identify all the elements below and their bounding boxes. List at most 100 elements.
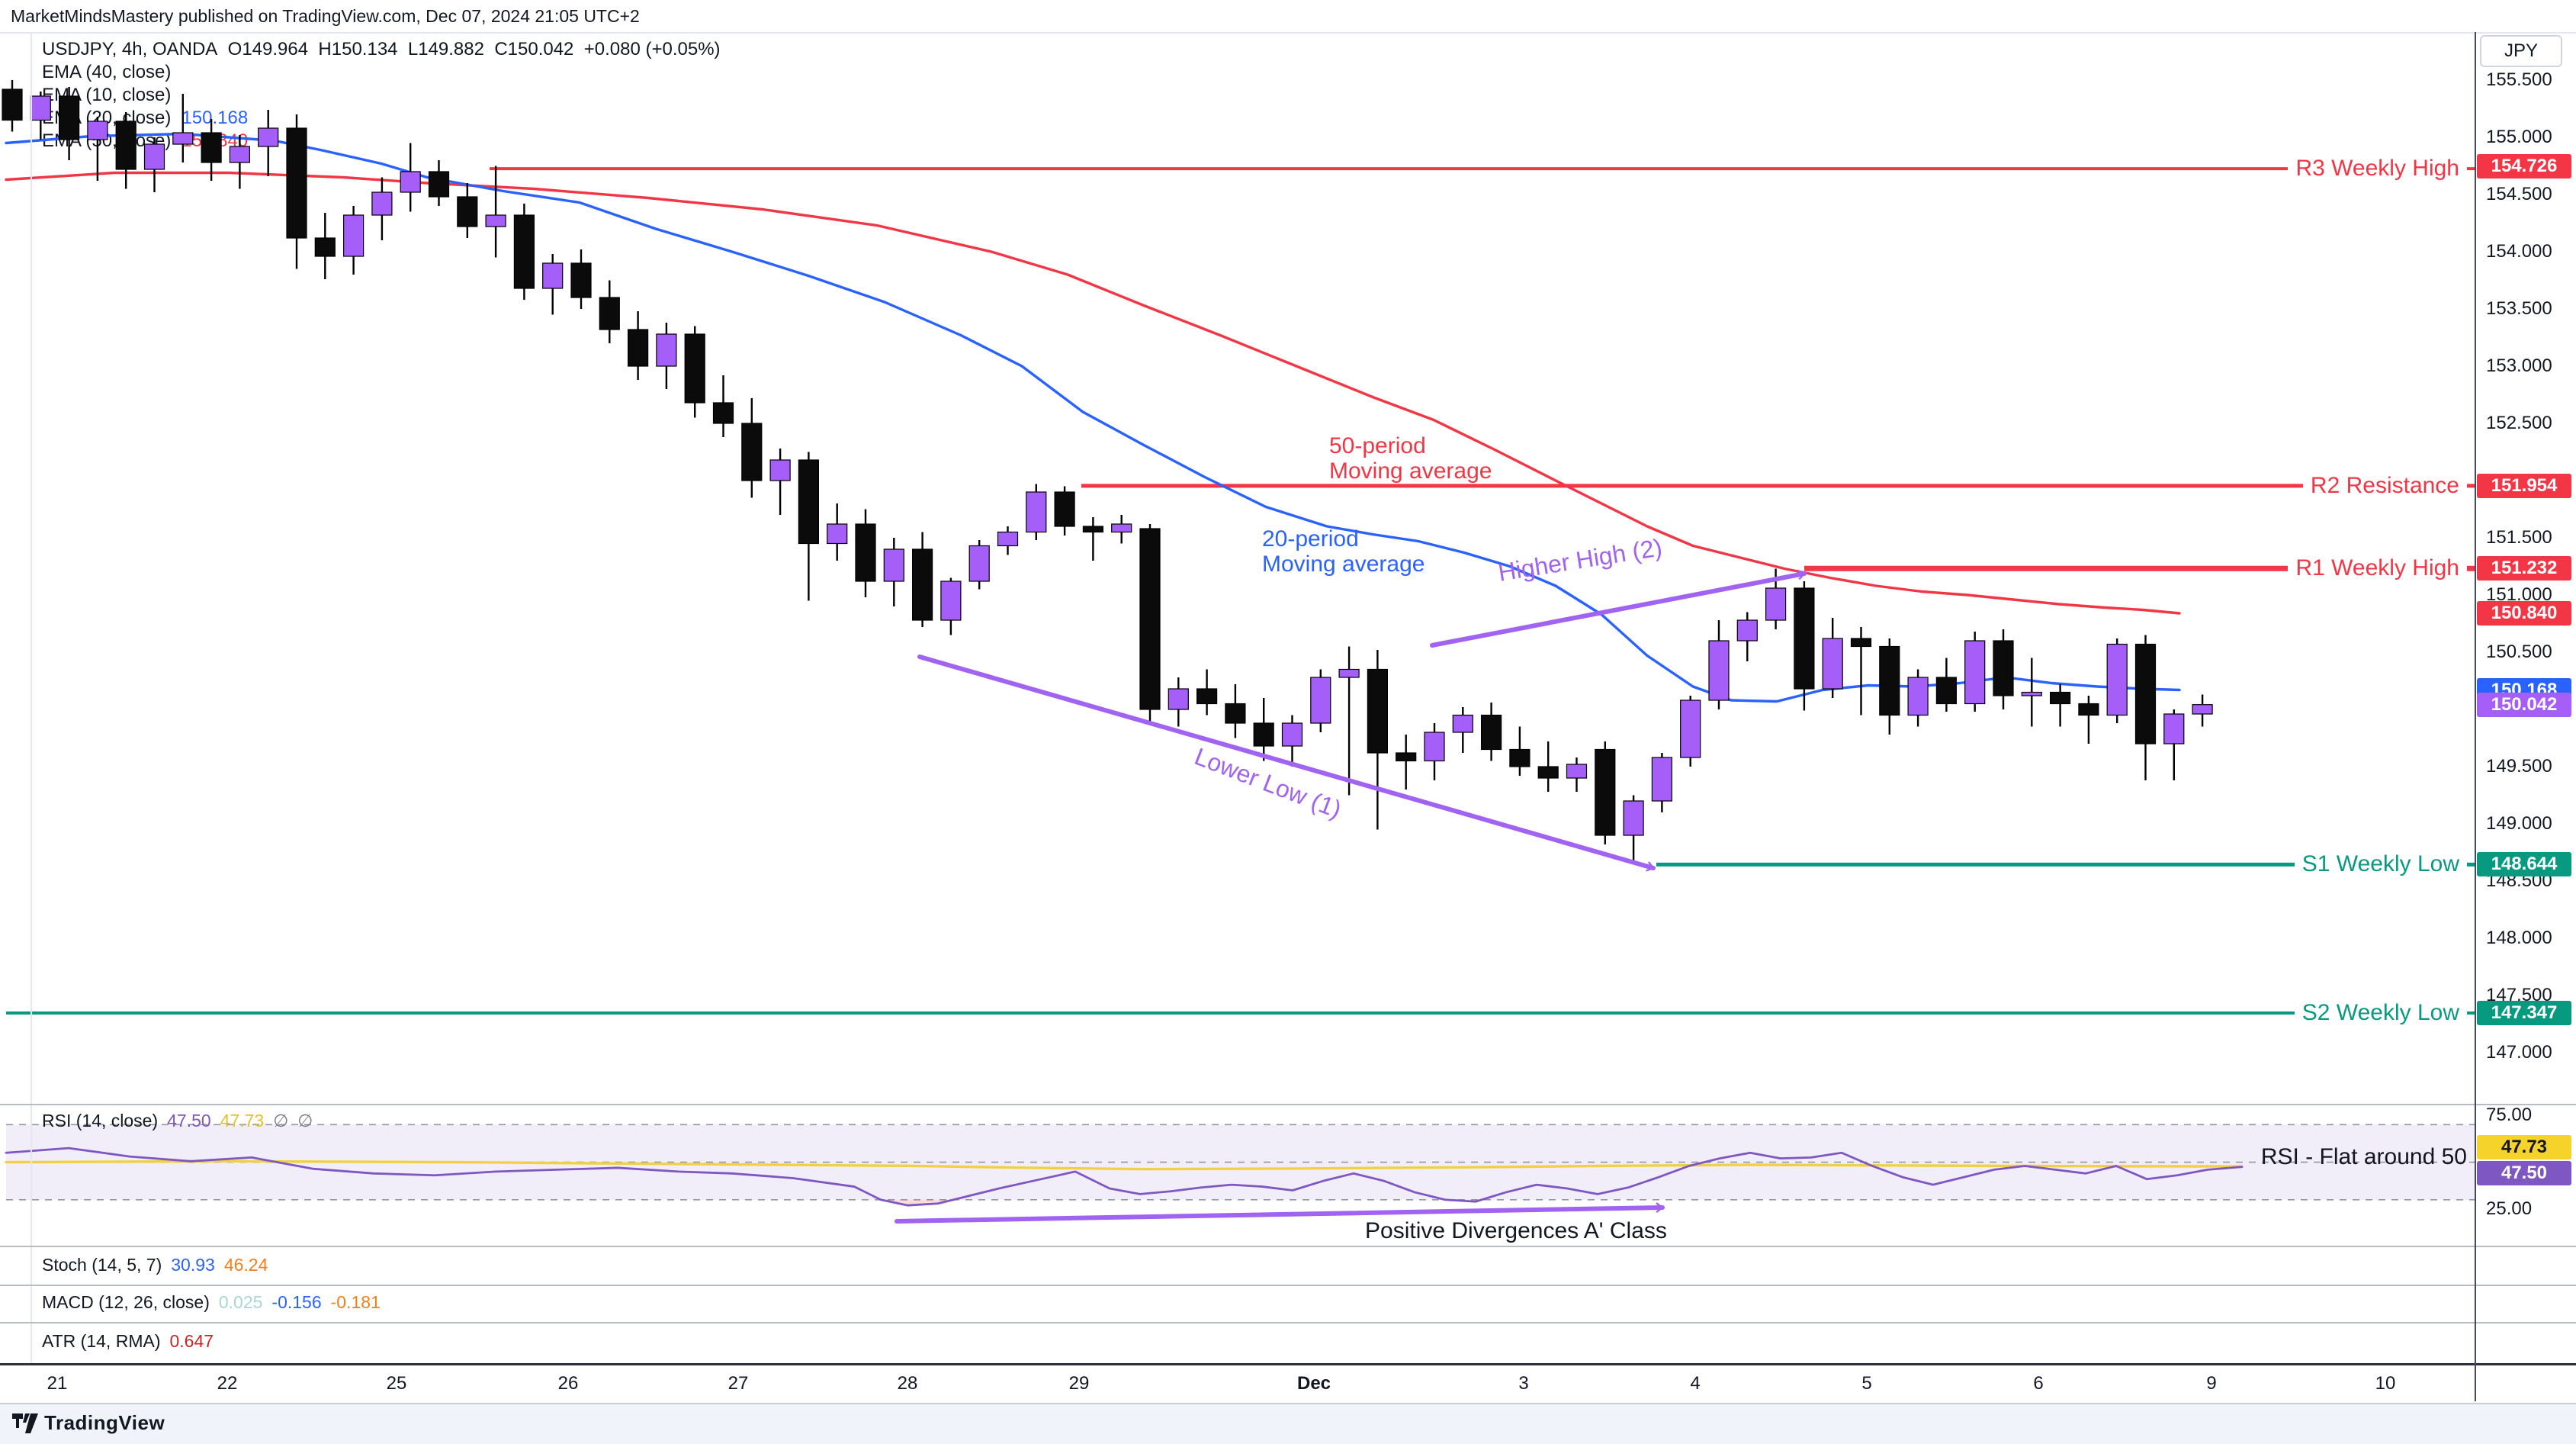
- stoch-pane-divider[interactable]: [0, 1246, 2576, 1247]
- indicator-row-stoch[interactable]: Stoch (14, 5, 7) 30.93 46.24: [42, 1255, 268, 1275]
- rsi-oversold-fill: [1445, 1199, 1482, 1202]
- candle-body-bull: [656, 333, 677, 367]
- candle-body-bear: [1253, 722, 1274, 747]
- price-tick[interactable]: 149.500: [2486, 756, 2552, 777]
- indicator-label: MACD (12, 26, close): [42, 1292, 210, 1312]
- candle-body-bull: [1765, 587, 1787, 621]
- tradingview-logo[interactable]: TradingView: [12, 1411, 165, 1435]
- indicator-row-atr[interactable]: ATR (14, RMA) 0.647: [42, 1331, 214, 1352]
- legend-row-ema-2[interactable]: EMA (20, close) 150.168: [42, 107, 721, 130]
- price-tick[interactable]: 154.500: [2486, 184, 2552, 204]
- candle-body-bull: [542, 262, 564, 289]
- rsi-pane-divider[interactable]: [0, 1104, 2576, 1105]
- pane-left-border: [31, 32, 32, 1363]
- rsi-tick[interactable]: 25.00: [2486, 1198, 2533, 1219]
- price-scale-border[interactable]: [2475, 32, 2476, 1401]
- price-tick[interactable]: 155.500: [2486, 69, 2552, 90]
- candle-body-bull: [1310, 677, 1331, 724]
- candle-body-bull: [997, 531, 1019, 547]
- candle-body-bull: [2106, 643, 2128, 716]
- candle-body-bull: [371, 191, 393, 216]
- time-label-10[interactable]: 10: [2375, 1373, 2396, 1394]
- time-label-3[interactable]: 3: [1518, 1373, 1529, 1394]
- level-label-r3-weekly-high[interactable]: R3 Weekly High: [2288, 155, 2467, 183]
- candle-body-bear: [911, 548, 933, 621]
- price-badge: 150.042: [2477, 693, 2571, 717]
- candle-body-bear: [2050, 691, 2071, 705]
- time-label-27[interactable]: 27: [728, 1373, 749, 1394]
- indicator-row-rsi[interactable]: RSI (14, close) 47.50 47.73 ∅ ∅: [42, 1111, 313, 1131]
- higher-high-arrow: [1430, 569, 1807, 648]
- time-label-25[interactable]: 25: [386, 1373, 407, 1394]
- indicator-value: 46.24: [223, 1255, 268, 1275]
- time-label-Dec[interactable]: Dec: [1296, 1373, 1331, 1394]
- price-badge: 151.954: [2477, 474, 2571, 498]
- legend-row-ema-1[interactable]: EMA (10, close): [42, 84, 721, 107]
- legend-row-ema-0[interactable]: EMA (40, close): [42, 61, 721, 84]
- price-tick[interactable]: 154.000: [2486, 241, 2552, 262]
- lower-low-label[interactable]: Lower Low (1): [1190, 742, 1345, 824]
- legend-ema-label: EMA (20, close): [42, 108, 172, 128]
- price-badge: 147.347: [2477, 1001, 2571, 1025]
- candle-body-bull: [2163, 713, 2185, 745]
- candle-body-bull: [1452, 714, 1473, 733]
- price-tick[interactable]: 150.500: [2486, 642, 2552, 662]
- indicator-row-macd[interactable]: MACD (12, 26, close) 0.025 -0.156 -0.181: [42, 1292, 381, 1313]
- price-tick[interactable]: 153.000: [2486, 355, 2552, 376]
- candle-body-bear: [855, 523, 876, 582]
- price-tick[interactable]: 151.500: [2486, 527, 2552, 548]
- rsi-badge: 47.73: [2477, 1135, 2571, 1159]
- higher-high-label[interactable]: Higher High (2): [1496, 533, 1665, 587]
- macd-pane-divider[interactable]: [0, 1285, 2576, 1286]
- price-tick[interactable]: 148.000: [2486, 928, 2552, 948]
- legend-ema-label: EMA (40, close): [42, 62, 172, 82]
- candle-body-bull: [1964, 640, 1986, 705]
- time-label-9[interactable]: 9: [2206, 1373, 2217, 1394]
- price-tick[interactable]: 155.000: [2486, 127, 2552, 147]
- chart-top-border: [0, 32, 2576, 34]
- candle-body-bull: [1680, 699, 1701, 758]
- candle-body-bear: [712, 402, 734, 424]
- candle-body-bull: [769, 459, 791, 481]
- atr-pane-divider[interactable]: [0, 1322, 2576, 1323]
- time-label-26[interactable]: 26: [557, 1373, 579, 1394]
- time-label-21[interactable]: 21: [47, 1373, 68, 1394]
- candle-body-bull: [1623, 800, 1644, 836]
- candle-body-bear: [1935, 677, 1957, 705]
- ema20-line: [5, 132, 2181, 703]
- indicator-label: RSI (14, close): [42, 1111, 159, 1130]
- divergence-label[interactable]: Positive Divergences A' Class: [1365, 1218, 1667, 1243]
- candle-body-bull: [1822, 638, 1843, 690]
- price-tick[interactable]: 149.000: [2486, 813, 2552, 834]
- candle-body-bear: [1509, 748, 1531, 767]
- time-label-28[interactable]: 28: [897, 1373, 918, 1394]
- candle-body-bull: [1281, 722, 1303, 747]
- candle-body-bear: [314, 237, 336, 257]
- level-label-r1-weekly-high[interactable]: R1 Weekly High: [2288, 555, 2467, 583]
- candle-body-bull: [343, 214, 365, 257]
- candle-body-bear: [513, 214, 535, 289]
- price-tick[interactable]: 152.500: [2486, 413, 2552, 433]
- time-label-5[interactable]: 5: [1861, 1373, 1872, 1394]
- level-label-s1-weekly-low[interactable]: S1 Weekly Low: [2294, 851, 2467, 879]
- candle-body-bull: [883, 548, 904, 582]
- currency-unit-button[interactable]: JPY: [2480, 35, 2562, 67]
- candle-body-bull: [940, 580, 962, 621]
- rsi-tick[interactable]: 75.00: [2486, 1105, 2533, 1125]
- legend-row-ema-3[interactable]: EMA (50, close) 150.840: [42, 130, 721, 153]
- level-label-r2-resistance[interactable]: R2 Resistance: [2302, 471, 2467, 500]
- indicator-value: 47.73: [220, 1111, 265, 1130]
- time-label-4[interactable]: 4: [1690, 1373, 1701, 1394]
- time-label-29[interactable]: 29: [1068, 1373, 1090, 1394]
- rsi-flat-label[interactable]: RSI - Flat around 50: [2260, 1144, 2467, 1169]
- symbol-ohlc-row[interactable]: USDJPY, 4h, OANDA O149.964 H150.134 L149…: [42, 38, 721, 61]
- legend-ema-value: 150.840: [181, 130, 249, 151]
- price-tick[interactable]: 147.000: [2486, 1042, 2552, 1063]
- candle-body-bear: [1396, 752, 1417, 762]
- level-label-s2-weekly-low[interactable]: S2 Weekly Low: [2294, 999, 2467, 1027]
- price-tick[interactable]: 153.500: [2486, 298, 2552, 319]
- time-label-6[interactable]: 6: [2033, 1373, 2044, 1394]
- time-label-22[interactable]: 22: [217, 1373, 238, 1394]
